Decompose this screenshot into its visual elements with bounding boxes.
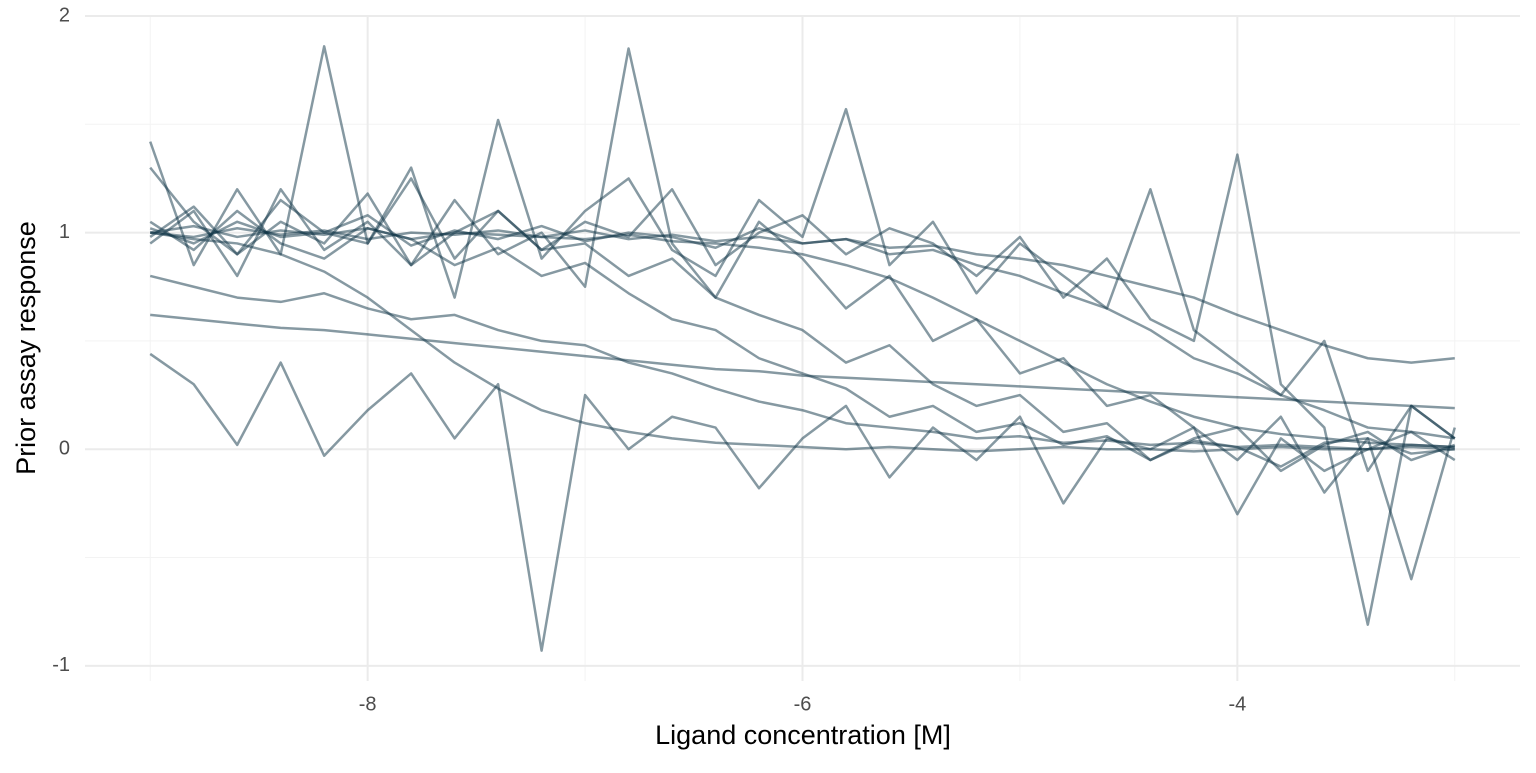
- y-tick-label: 0: [59, 438, 70, 460]
- series-line: [149, 153, 1456, 626]
- series-line: [149, 274, 1455, 451]
- series-line: [150, 224, 1455, 364]
- x-axis-title: Ligand concentration [M]: [655, 720, 951, 750]
- series-line: [149, 352, 1456, 652]
- y-tick-label: 1: [59, 221, 70, 243]
- y-tick-label: 2: [59, 4, 70, 26]
- y-axis-title: Prior assay response: [11, 221, 41, 475]
- y-tick-label: -1: [52, 654, 70, 676]
- series-line: [149, 192, 1456, 473]
- x-tick-label: -6: [794, 693, 812, 715]
- x-tick-label: -4: [1228, 693, 1246, 715]
- x-tick-label: -8: [359, 693, 377, 715]
- series-line: [150, 231, 1455, 453]
- series-line: [150, 313, 1455, 410]
- series-line: [149, 47, 1456, 581]
